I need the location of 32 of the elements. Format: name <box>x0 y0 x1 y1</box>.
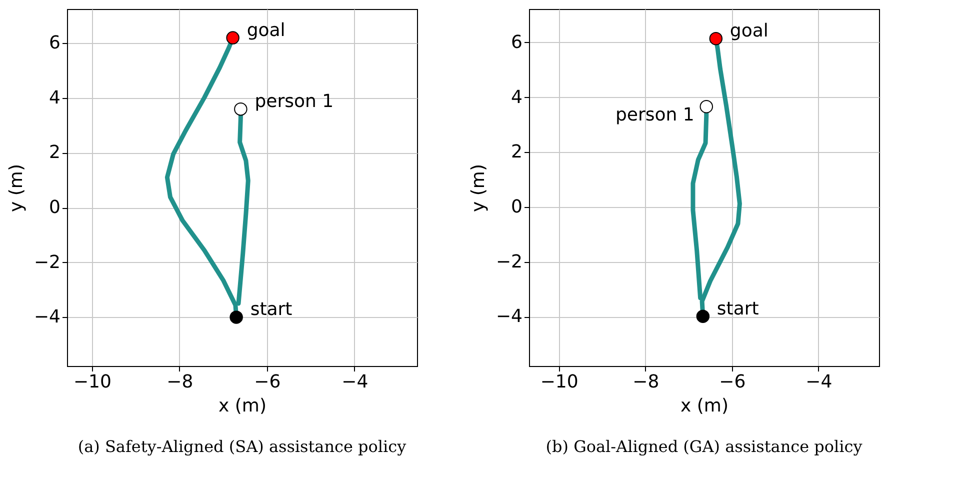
y-tick-label: 4 <box>49 87 60 108</box>
series-label: person 1 <box>616 104 694 126</box>
x-axis-title: x (m) <box>680 396 728 416</box>
series-label: start <box>716 298 759 320</box>
y-tick-label: 2 <box>511 142 522 163</box>
y-tick-label: 6 <box>511 32 522 53</box>
x-tick-label: −10 <box>73 372 112 392</box>
y-tick-label: −2 <box>34 252 60 273</box>
y-tick-label: −4 <box>34 306 60 328</box>
x-tick-label: −6 <box>719 372 746 392</box>
x-tick-label: −10 <box>540 372 578 392</box>
x-tick-label: −4 <box>342 372 368 392</box>
x-tick-label: −8 <box>632 372 660 392</box>
x-axis-title: x (m) <box>218 396 266 416</box>
y-tick-label: 6 <box>49 32 60 54</box>
y-tick-label: −4 <box>496 306 522 328</box>
y-axis-title: y (m) <box>6 164 27 212</box>
series-label: person 1 <box>254 91 334 112</box>
series-label: goal <box>246 20 286 41</box>
text: (a) Safety-Aligned (SA) assistance policy <box>78 437 406 456</box>
y-tick-label: 0 <box>511 196 522 218</box>
x-tick-label: −6 <box>254 372 281 392</box>
y-tick-label: 0 <box>49 197 60 218</box>
x-tick-label: −8 <box>166 372 194 392</box>
series-label: start <box>250 299 292 320</box>
series-label: goal <box>730 20 768 42</box>
x-tick-label: −4 <box>806 372 832 392</box>
y-axis-title: y (m) <box>468 164 489 212</box>
y-tick-label: 2 <box>49 142 60 164</box>
y-tick-label: 4 <box>511 86 522 108</box>
text: (b) Goal-Aligned (GA) assistance policy <box>546 437 862 456</box>
y-tick-label: −2 <box>496 251 522 272</box>
